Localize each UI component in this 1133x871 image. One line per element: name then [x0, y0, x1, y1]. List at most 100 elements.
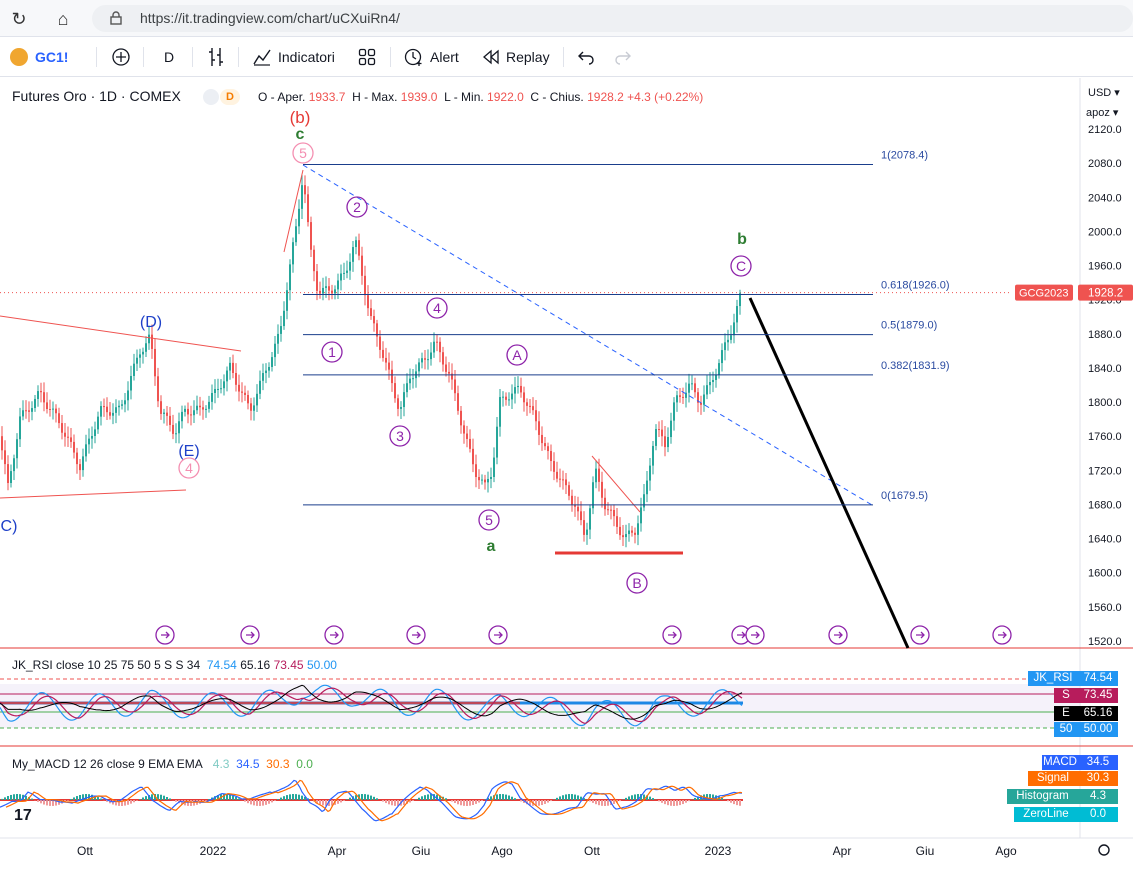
- indicator-value-tag: 73.45: [1078, 688, 1118, 703]
- last-price-text: 1928.2: [1088, 288, 1123, 300]
- scale-mode-selector: apoz ▾: [1086, 107, 1119, 119]
- candle-body: [442, 352, 444, 365]
- wave-b-line: [591, 455, 641, 513]
- candle-body: [196, 405, 198, 411]
- rsi-value-3: 73.45: [273, 658, 304, 672]
- candle-body: [172, 424, 174, 434]
- fib-retracement[interactable]: 1(2078.4) 0.618(1926.0) 0.5(1879.0) 0.382(1…: [303, 149, 950, 506]
- candle-body: [76, 452, 78, 465]
- candle-body: [157, 376, 159, 402]
- alert-button[interactable]: Alert: [430, 49, 459, 65]
- rsi-legend[interactable]: JK_RSI close 10 25 75 50 5 S S 34 74.54 …: [12, 658, 337, 672]
- price-tick-label: 1840.0: [1088, 363, 1122, 375]
- candle-body: [145, 343, 147, 352]
- event-markers[interactable]: [155, 625, 1012, 645]
- macd-pane: [0, 779, 743, 822]
- candle-body: [322, 287, 324, 294]
- candle-body: [370, 308, 372, 317]
- reload-icon[interactable]: ↻: [11, 9, 27, 29]
- price-axis[interactable]: USD ▾ apoz ▾ 2120.0 2080.0 2040.0 2000.0 1960.…: [1015, 87, 1133, 648]
- candle-body: [124, 400, 126, 405]
- symbol-title[interactable]: Futures Oro · 1D · COMEX: [12, 88, 181, 104]
- symbol-button[interactable]: GC1!: [35, 49, 69, 65]
- wave-circle: [346, 196, 368, 218]
- wave-circle: [626, 572, 648, 594]
- candle-body: [349, 261, 351, 271]
- candle-body: [382, 349, 384, 358]
- candle-body: [601, 481, 603, 498]
- candle-body: [211, 392, 213, 402]
- data-delay-badge[interactable]: D: [220, 89, 240, 105]
- undo-icon[interactable]: [577, 49, 595, 65]
- interval-button[interactable]: D: [164, 49, 175, 65]
- time-tick-label: Apr: [328, 844, 347, 858]
- candle-body: [481, 479, 483, 481]
- candle-body: [331, 290, 333, 294]
- triangle-lower-line: [0, 489, 187, 499]
- wave-label: 3: [396, 428, 404, 444]
- candle-body: [424, 358, 426, 360]
- projection-line: [748, 297, 910, 649]
- candle-body: [406, 383, 408, 393]
- macd-name: My_MACD: [12, 757, 71, 771]
- address-bar[interactable]: https://it.tradingview.com/chart/uCXuiRn…: [92, 5, 1133, 32]
- candle-body: [388, 362, 390, 370]
- candle-body: [136, 357, 138, 364]
- candle-body: [205, 408, 207, 410]
- candle-body: [139, 354, 141, 358]
- change-value: +4.3 (+0.22%): [627, 90, 704, 104]
- price-tick-label: 1640.0: [1088, 534, 1122, 546]
- macd-legend[interactable]: My_MACD 12 26 close 9 EMA EMA 4.3 34.5 3…: [12, 757, 313, 771]
- candle-body: [589, 508, 591, 530]
- indicators-button[interactable]: Indicatori: [278, 49, 335, 65]
- time-axis[interactable]: Ott 2022 Apr Giu Ago Ott 2023 Apr Giu Ago 17: [14, 807, 1110, 858]
- wave-label: A: [512, 347, 522, 363]
- bar-style-icon[interactable]: [206, 46, 226, 68]
- candle-body: [409, 378, 411, 384]
- candle-body: [529, 405, 531, 407]
- candle-body: [238, 384, 240, 392]
- high-label: H - Max.: [352, 90, 398, 104]
- candle-body: [106, 406, 108, 413]
- candle-body: [85, 444, 87, 457]
- time-tick-label: 2023: [705, 844, 732, 858]
- candle-body: [355, 240, 357, 248]
- wave-label: 4: [433, 300, 441, 316]
- candle-body: [13, 458, 15, 472]
- rsi-value-4: 50.00: [306, 658, 337, 672]
- candle-body: [301, 185, 303, 209]
- candle-body: [319, 290, 321, 294]
- home-icon[interactable]: ⌂: [57, 9, 69, 29]
- candle-body: [58, 413, 60, 424]
- time-tick-label: 2022: [200, 844, 227, 858]
- candle-body: [664, 436, 666, 448]
- candle-body: [682, 396, 684, 398]
- chart-canvas[interactable]: 1(2078.4) 0.618(1926.0) 0.5(1879.0) 0.382(1…: [0, 78, 1133, 871]
- candle-body: [115, 407, 117, 413]
- visibility-dot[interactable]: [203, 89, 219, 105]
- replay-button[interactable]: Replay: [506, 49, 550, 65]
- candle-body: [367, 295, 369, 309]
- symbol-tag: [1015, 284, 1073, 301]
- candle-body: [487, 478, 489, 483]
- layout-grid-icon[interactable]: [358, 48, 376, 66]
- fib-level-label: 1(2078.4): [881, 149, 928, 161]
- candle-body: [610, 509, 612, 511]
- candle-body: [598, 468, 600, 482]
- candle-body: [337, 280, 339, 290]
- candle-body: [595, 468, 597, 483]
- rsi-pane: [0, 678, 1080, 729]
- candle-body: [577, 506, 579, 512]
- divider: [390, 47, 391, 67]
- candle-body: [184, 408, 186, 412]
- candle-body: [526, 402, 528, 406]
- add-symbol-icon[interactable]: [111, 47, 131, 67]
- candle-body: [283, 310, 285, 327]
- wave-label: C: [736, 258, 746, 274]
- redo-icon[interactable]: [614, 49, 632, 65]
- candle-body: [118, 405, 120, 408]
- time-tick-label: Ago: [491, 844, 513, 858]
- divider: [192, 47, 193, 67]
- wave-label: 5: [485, 512, 493, 528]
- candle-body: [484, 479, 486, 483]
